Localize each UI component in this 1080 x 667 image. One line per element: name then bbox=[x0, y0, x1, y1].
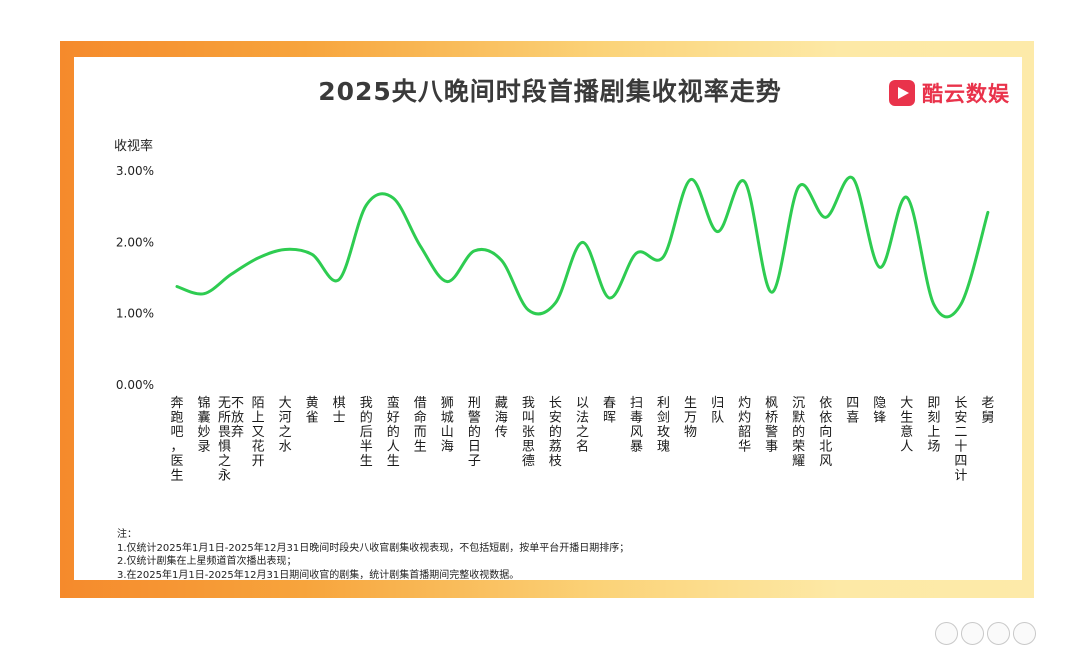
brand-logo-icon bbox=[889, 80, 915, 106]
category-label: 狮城山海 bbox=[441, 396, 454, 455]
category-label: 扫毒风暴 bbox=[630, 396, 643, 455]
category-label: 生万物 bbox=[684, 396, 697, 440]
y-tick-labels: 0.00% 1.00% 2.00% 3.00% bbox=[116, 164, 154, 392]
category-label: 长安的荔枝 bbox=[549, 396, 562, 469]
category-label: 灼灼韶华 bbox=[738, 396, 751, 455]
category-label: 归队 bbox=[711, 396, 724, 426]
category-label: 借命而生 bbox=[414, 396, 427, 455]
like-icon[interactable] bbox=[935, 622, 958, 645]
category-label: 锦囊妙录 bbox=[198, 396, 211, 455]
category-label: 春晖 bbox=[603, 396, 616, 426]
category-label: 隐锋 bbox=[873, 396, 886, 426]
category-label: 无所畏惧之永不放弃 bbox=[218, 396, 244, 484]
category-label: 长安二十四计 bbox=[954, 396, 967, 484]
category-label: 利剑玫瑰 bbox=[657, 396, 670, 455]
brand-name: 酷云数娱 bbox=[922, 82, 1010, 106]
category-label: 藏海传 bbox=[495, 396, 508, 440]
category-label: 棋士 bbox=[333, 396, 346, 426]
category-label: 刑警的日子 bbox=[468, 396, 481, 469]
chart-title: 2025央八晚间时段首播剧集收视率走势 bbox=[318, 77, 782, 106]
share-icon[interactable] bbox=[987, 622, 1010, 645]
y-tick-label: 3.00% bbox=[116, 164, 154, 178]
category-label: 蛮好的人生 bbox=[387, 395, 400, 469]
category-label: 大生意人 bbox=[900, 396, 913, 455]
y-tick-label: 1.00% bbox=[116, 307, 154, 321]
category-label: 奔跑吧，医生 bbox=[170, 396, 183, 484]
category-label: 老舅 bbox=[981, 396, 994, 426]
chart-notes: 注： 1.仅统计2025年1月1日-2025年12月31日晚间时段央八收官剧集收… bbox=[117, 528, 629, 582]
comment-icon[interactable] bbox=[961, 622, 984, 645]
category-label: 陌上又花开 bbox=[252, 396, 265, 469]
category-label: 枫桥警事 bbox=[765, 396, 778, 455]
category-label: 黄雀 bbox=[306, 396, 319, 426]
category-label: 以法之名 bbox=[576, 396, 589, 455]
y-axis-label: 收视率 bbox=[114, 139, 154, 154]
category-label: 大河之水 bbox=[279, 396, 292, 455]
category-label: 依依向北风 bbox=[819, 396, 832, 469]
note-line-3: 3.在2025年1月1日-2025年12月31日期间收官的剧集，统计剧集首播期间… bbox=[117, 569, 520, 581]
y-tick-label: 2.00% bbox=[116, 235, 154, 249]
category-label: 我叫张思德 bbox=[522, 396, 535, 469]
brand: 酷云数娱 bbox=[888, 78, 1010, 108]
more-icon[interactable] bbox=[1013, 622, 1036, 645]
category-label: 即刻上场 bbox=[927, 396, 940, 455]
post-action-bar bbox=[935, 622, 1036, 645]
note-line-1: 1.仅统计2025年1月1日-2025年12月31日晚间时段央八收官剧集收视表现… bbox=[117, 542, 630, 554]
category-label: 沉默的荣耀 bbox=[792, 396, 805, 469]
series-line bbox=[175, 175, 990, 319]
y-tick-label: 0.00% bbox=[116, 378, 154, 392]
category-label: 四喜 bbox=[846, 396, 859, 426]
note-line-2: 2.仅统计剧集在上星频道首次播出表现； bbox=[117, 556, 297, 567]
notes-heading: 注： bbox=[117, 529, 137, 540]
category-label: 我的后半生 bbox=[360, 396, 373, 469]
chart-card bbox=[74, 57, 1022, 580]
